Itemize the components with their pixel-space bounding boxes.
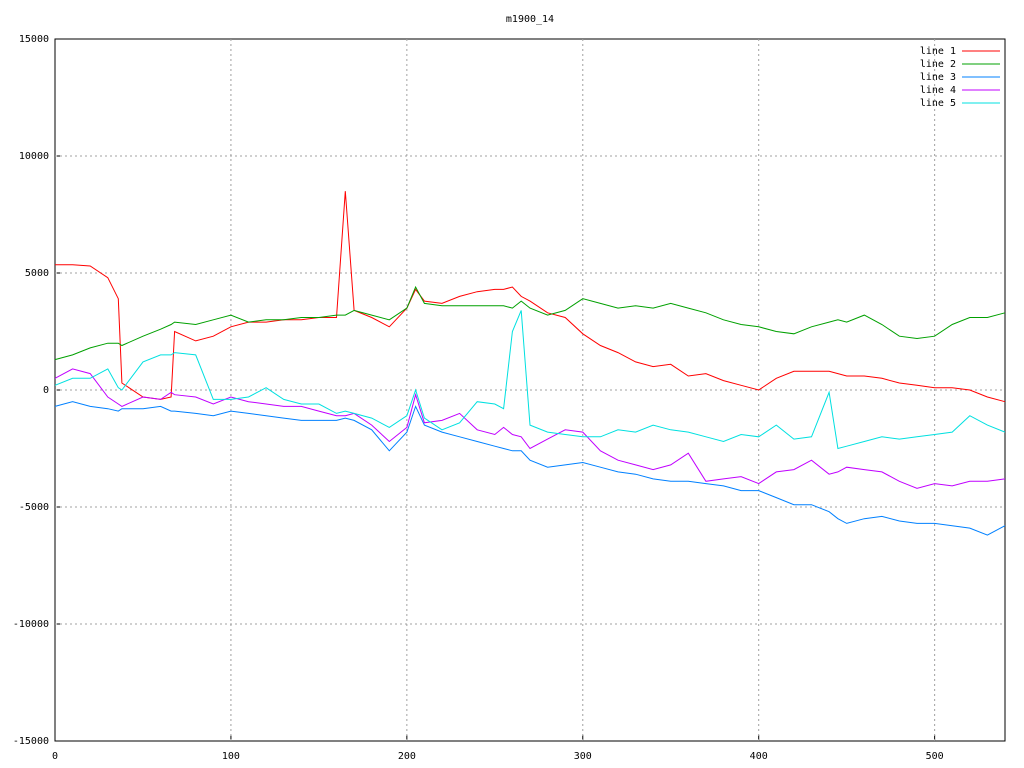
y-tick-label: 0 [43, 385, 49, 396]
x-tick-label: 400 [750, 751, 768, 762]
data-line [54, 401, 1006, 536]
x-tick-label: 100 [222, 751, 240, 762]
y-tick-label: 5000 [25, 268, 49, 279]
y-tick-label: -15000 [13, 736, 49, 747]
x-tick-label: 0 [52, 751, 58, 762]
y-tick-label: 10000 [19, 151, 49, 162]
x-tick-label: 500 [926, 751, 944, 762]
data-line [55, 191, 1006, 403]
y-tick-label: -10000 [13, 619, 49, 630]
y-tick-label: 15000 [19, 34, 49, 45]
legend-label: line 4 [920, 85, 956, 96]
data-line [54, 285, 1006, 361]
legend-label: line 1 [920, 46, 956, 57]
y-tick-label: -5000 [19, 502, 49, 513]
data-line [54, 368, 1006, 489]
x-tick-label: 300 [574, 751, 592, 762]
legend-label: line 2 [920, 59, 956, 70]
legend-label: line 5 [920, 98, 956, 109]
legend-label: line 3 [920, 72, 956, 83]
chart-title: m1900_14 [506, 14, 554, 25]
data-line [54, 310, 1006, 450]
x-tick-label: 200 [398, 751, 416, 762]
